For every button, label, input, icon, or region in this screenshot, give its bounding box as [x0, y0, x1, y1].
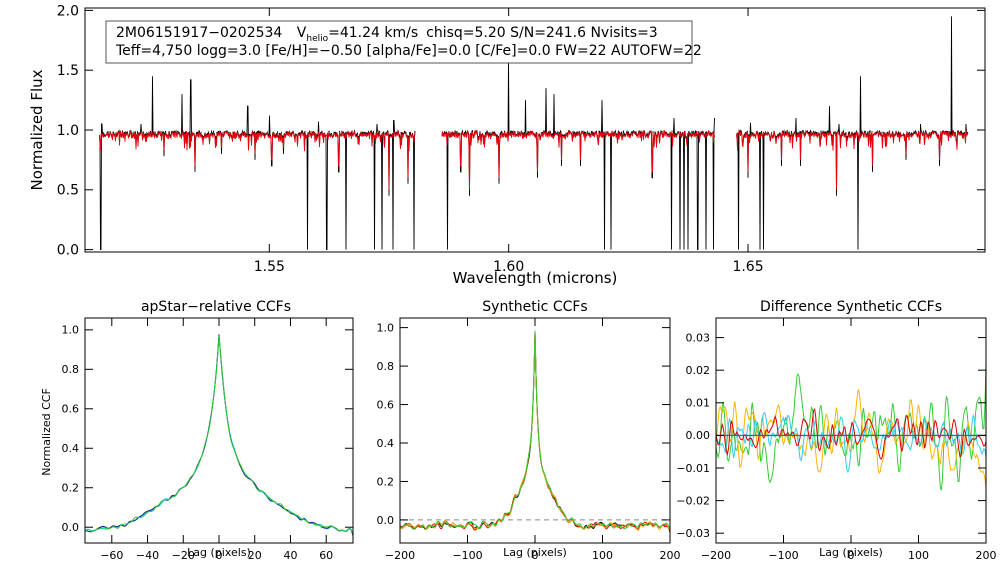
- xtick-label: 0: [848, 549, 855, 562]
- ytick-label: 0.01: [686, 397, 711, 410]
- vhelio-sub: helio: [306, 34, 328, 44]
- synthetic-ccf-plot-area: [399, 330, 671, 533]
- ytick-label: 0.6: [62, 403, 80, 416]
- series-visit-3: [84, 335, 354, 534]
- xtick-label: −200: [385, 549, 415, 562]
- star-id: 2M06151917−0202534: [116, 25, 282, 41]
- ytick-label: 0.03: [686, 331, 711, 344]
- ytick-label: 0.0: [62, 521, 80, 534]
- ytick-label: −0.03: [676, 527, 710, 540]
- stats: chisq=5.20 S/N=241.6 Nvisits=3: [426, 25, 658, 41]
- synthetic-ccf-xlabel: Lag (pixels): [503, 546, 567, 559]
- xtick-label: −40: [136, 549, 159, 562]
- apstar-ccf-plot-area: [84, 334, 354, 537]
- difference-ccf-panel: Difference Synthetic CCFs −200 −100 0 100 20…: [676, 299, 996, 562]
- ytick-label: 0.6: [377, 398, 395, 411]
- spectrum-ylabel: Normalized Flux: [28, 69, 46, 190]
- apstar-ccf-frame: [84, 317, 354, 544]
- series-visit-1: [399, 332, 671, 533]
- ytick-label: 0.8: [377, 360, 395, 373]
- spectrum-plot-area: [99, 16, 969, 251]
- difference-ccf-ticks: −200 −100 0 100 200 −0.03 −0.02 −0.01 0.00 0.01 0.…: [676, 318, 997, 562]
- xtick-label: 100: [908, 549, 929, 562]
- series-visit-2: [84, 334, 354, 536]
- spectrum-xlabel: Wavelength (microns): [453, 269, 618, 287]
- series-visit-1: [84, 334, 354, 537]
- synthetic-ccf-ticks: −200 −100 0 100 200 0.0 0.2 0.4 0.6 0.8 1.0: [377, 318, 681, 562]
- apstar-ccf-panel: apStar−relative CCFs −60 −40 −20 0 20 40 60 0.0…: [40, 299, 354, 562]
- ytick-label: 1.0: [377, 321, 395, 334]
- ytick-label: 0.00: [686, 429, 711, 442]
- xtick-label: −60: [100, 549, 123, 562]
- difference-ccf-xlabel: Lag (pixels): [819, 546, 883, 559]
- xtick-label: 1.55: [254, 259, 285, 275]
- difference-ccf-title: Difference Synthetic CCFs: [760, 299, 942, 315]
- xtick-label: 200: [976, 549, 997, 562]
- xtick-label: −20: [172, 549, 195, 562]
- xtick-label: 0: [216, 549, 223, 562]
- xtick-label: 200: [660, 549, 681, 562]
- ytick-label: 1.0: [62, 324, 80, 337]
- xtick-label: 1.65: [732, 259, 763, 275]
- ytick-label: 1.0: [57, 123, 79, 139]
- ytick-label: 0.5: [57, 183, 79, 199]
- xtick-label: 20: [248, 549, 262, 562]
- apstar-ccf-xlabel: Lag (pixels): [187, 546, 251, 559]
- xtick-label: 0: [532, 549, 539, 562]
- series-visit-3: [715, 411, 987, 474]
- synthetic-ccf-panel: Synthetic CCFs −200 −100 0 100 200 0.0 0.2 0.4 0…: [377, 299, 681, 562]
- ytick-label: 0.0: [377, 514, 395, 527]
- ytick-label: 0.0: [57, 243, 79, 259]
- ytick-label: 0.2: [62, 482, 80, 495]
- apstar-ccf-title: apStar−relative CCFs: [141, 299, 291, 315]
- series-visit-3: [399, 331, 671, 531]
- ytick-label: 0.02: [686, 364, 711, 377]
- spectrum-panel: 1.55 1.60 1.65 0.0 0.5 1.0 1.5 2.0 2M06151917−0…: [28, 3, 986, 287]
- info-box: [105, 20, 693, 64]
- series-model: [99, 129, 969, 190]
- ytick-label: 1.5: [57, 63, 79, 79]
- ytick-label: 2.0: [57, 3, 79, 19]
- ytick-label: 0.8: [62, 363, 80, 376]
- synthetic-ccf-title: Synthetic CCFs: [482, 299, 587, 315]
- ytick-label: 0.2: [377, 475, 395, 488]
- series-visit-4: [715, 408, 987, 460]
- ytick-label: −0.01: [676, 462, 710, 475]
- vhelio-value: =41.24 km/s: [328, 25, 418, 41]
- xtick-label: 1.60: [493, 259, 524, 275]
- apstar-ccf-ylabel: Normalized CCF: [40, 388, 53, 476]
- series-visit-1: [715, 362, 987, 491]
- ytick-label: 0.4: [377, 437, 395, 450]
- xtick-label: −100: [768, 549, 798, 562]
- xtick-label: −200: [701, 549, 731, 562]
- xtick-label: 40: [283, 549, 297, 562]
- series-visit-2: [399, 331, 671, 532]
- series-visit-4: [399, 330, 671, 530]
- difference-ccf-plot-area: [715, 362, 987, 491]
- vhelio-prefix: V: [297, 25, 307, 41]
- xtick-label: 60: [319, 549, 333, 562]
- xtick-label: −100: [452, 549, 482, 562]
- info-line-2: Teff=4,750 logg=3.0 [Fe/H]=−0.50 [alpha/…: [115, 43, 702, 59]
- ytick-label: −0.02: [676, 494, 710, 507]
- info-line-1: 2M06151917−0202534 Vhelio=41.24 km/s chis…: [116, 25, 658, 44]
- ytick-label: 0.4: [62, 442, 80, 455]
- xtick-label: 100: [592, 549, 613, 562]
- spectrum-ticks: 1.55 1.60 1.65 0.0 0.5 1.0 1.5 2.0: [57, 3, 985, 275]
- apstar-ccf-ticks: −60 −40 −20 0 20 40 60 0.0 0.2 0.4 0.6 0.8 1.0: [62, 318, 353, 562]
